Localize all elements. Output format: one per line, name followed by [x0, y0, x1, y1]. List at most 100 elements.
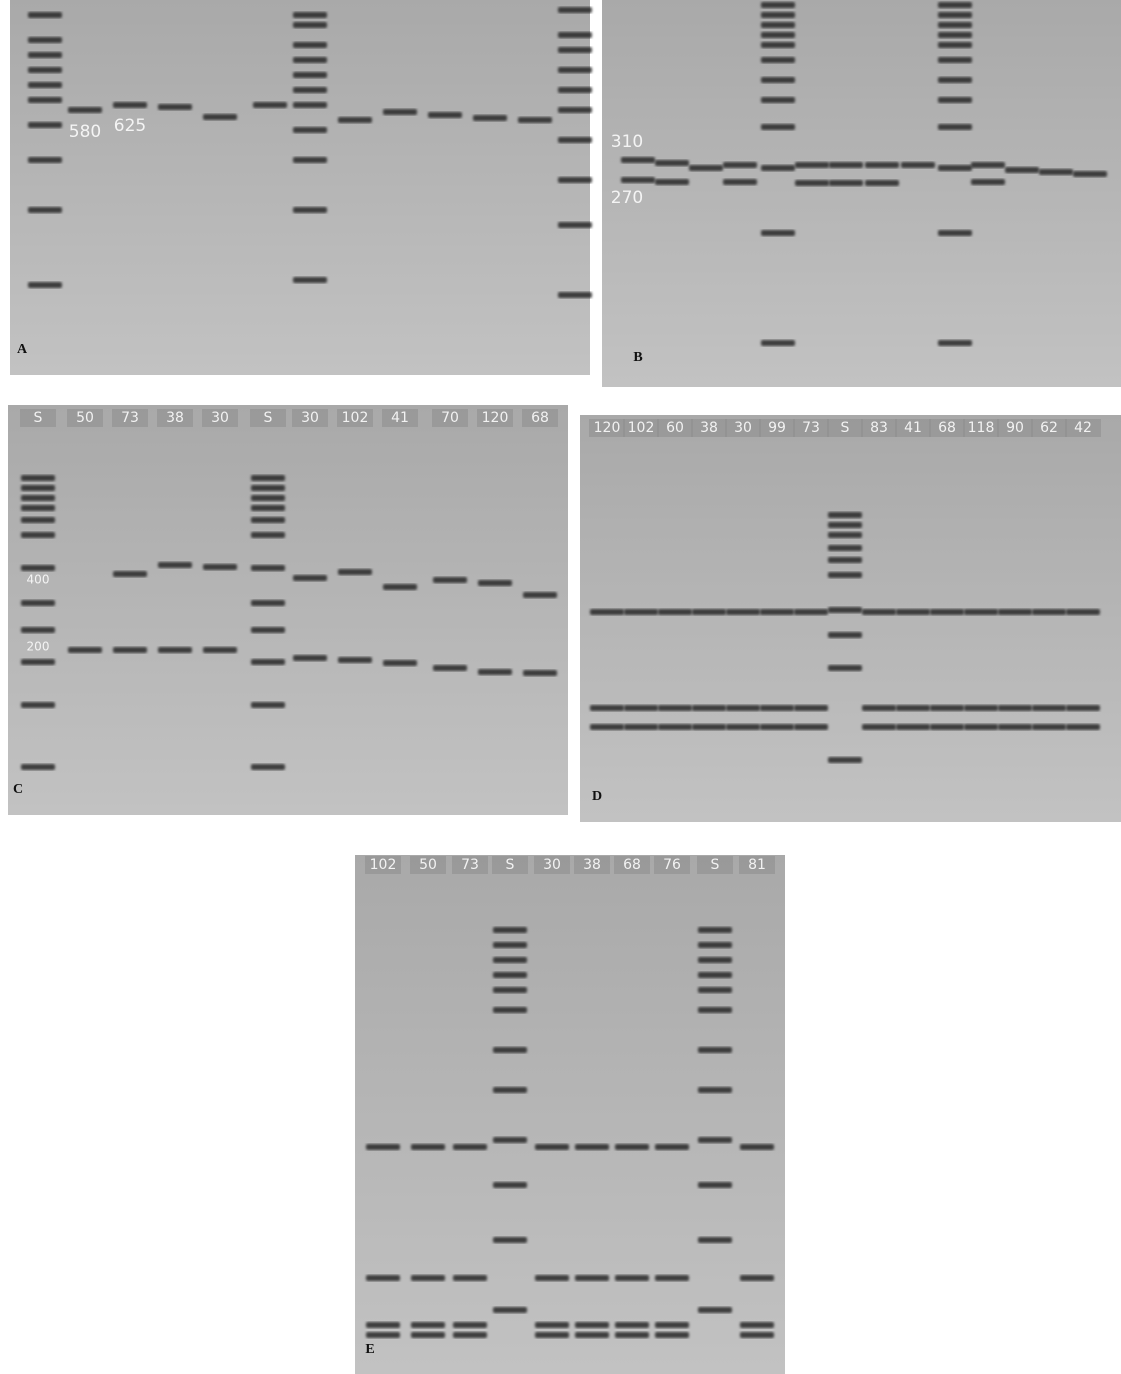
band	[293, 42, 327, 48]
lane-label: 70	[441, 410, 459, 426]
panel-label: C	[13, 782, 23, 797]
band	[251, 505, 285, 511]
band	[964, 609, 998, 615]
band	[1073, 171, 1107, 177]
band	[493, 927, 527, 933]
band	[938, 2, 972, 8]
band	[575, 1332, 609, 1338]
band	[493, 972, 527, 978]
band	[698, 1007, 732, 1013]
band	[698, 1237, 732, 1243]
band	[518, 117, 552, 123]
band	[251, 532, 285, 538]
lane-label: 30	[734, 420, 752, 436]
band	[938, 22, 972, 28]
band	[624, 609, 658, 615]
band	[158, 647, 192, 653]
band	[896, 609, 930, 615]
band	[615, 1322, 649, 1328]
lane-label: 38	[583, 857, 601, 873]
band	[293, 12, 327, 18]
band	[383, 660, 417, 666]
band	[590, 705, 624, 711]
band	[113, 571, 147, 577]
band	[590, 724, 624, 730]
band	[761, 32, 795, 38]
band	[1005, 167, 1039, 173]
lane-label: 102	[628, 420, 655, 436]
band	[253, 102, 287, 108]
band	[251, 659, 285, 665]
band	[938, 165, 972, 171]
band	[964, 705, 998, 711]
band	[761, 230, 795, 236]
band	[760, 724, 794, 730]
band	[558, 47, 592, 53]
band	[971, 162, 1005, 168]
band	[998, 724, 1032, 730]
band	[1039, 169, 1073, 175]
band	[158, 562, 192, 568]
lane-label: 99	[768, 420, 786, 436]
lane-label: 73	[461, 857, 479, 873]
band	[575, 1322, 609, 1328]
band	[698, 1137, 732, 1143]
band	[862, 609, 896, 615]
lane-label: S	[34, 410, 43, 426]
band	[795, 162, 829, 168]
band	[113, 647, 147, 653]
band	[113, 102, 147, 108]
band	[658, 705, 692, 711]
band	[829, 162, 863, 168]
band	[493, 1137, 527, 1143]
band	[621, 177, 655, 183]
lane-label: 38	[700, 420, 718, 436]
band	[493, 1007, 527, 1013]
band	[21, 600, 55, 606]
lane-label: S	[506, 857, 515, 873]
band	[761, 57, 795, 63]
band	[28, 82, 62, 88]
lane-label: 118	[968, 420, 995, 436]
band	[478, 580, 512, 586]
band	[293, 277, 327, 283]
band	[523, 592, 557, 598]
band	[828, 757, 862, 763]
band	[28, 282, 62, 288]
band	[575, 1144, 609, 1150]
band	[698, 1087, 732, 1093]
band	[558, 7, 592, 13]
band	[658, 609, 692, 615]
band	[21, 495, 55, 501]
band	[971, 179, 1005, 185]
band	[1066, 724, 1100, 730]
band	[828, 532, 862, 538]
band	[658, 724, 692, 730]
lane-label: 102	[370, 857, 397, 873]
band	[828, 572, 862, 578]
band	[828, 557, 862, 563]
band	[21, 764, 55, 770]
band	[938, 42, 972, 48]
band	[21, 702, 55, 708]
band	[251, 485, 285, 491]
band	[740, 1144, 774, 1150]
lane-label: S	[841, 420, 850, 436]
band	[535, 1275, 569, 1281]
band	[411, 1322, 445, 1328]
band	[478, 669, 512, 675]
band	[366, 1144, 400, 1150]
band	[203, 114, 237, 120]
band	[535, 1322, 569, 1328]
band	[740, 1275, 774, 1281]
band	[558, 137, 592, 143]
band	[615, 1332, 649, 1338]
band	[251, 627, 285, 633]
band	[558, 292, 592, 298]
band	[293, 127, 327, 133]
lane-label: 30	[211, 410, 229, 426]
band	[558, 32, 592, 38]
band	[575, 1275, 609, 1281]
